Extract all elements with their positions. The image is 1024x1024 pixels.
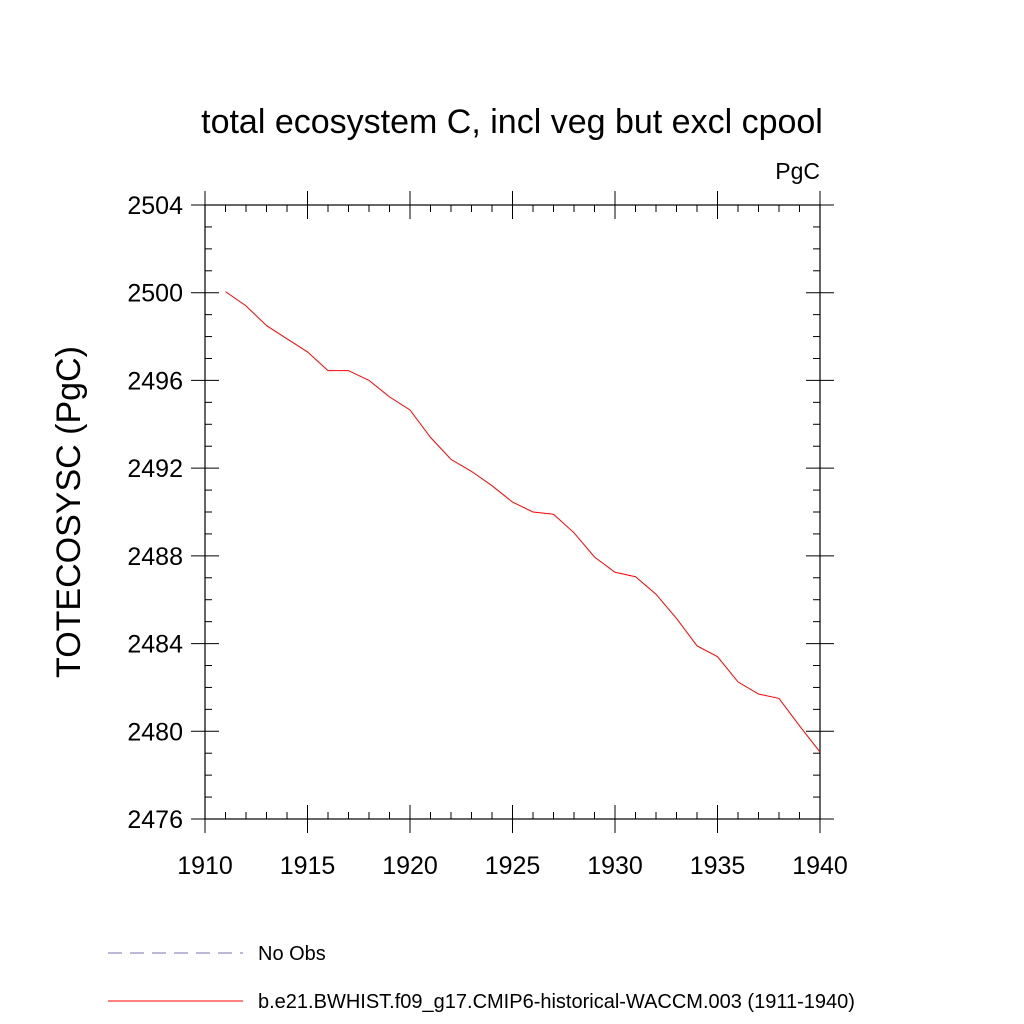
y-tick-label: 2504 (127, 192, 183, 220)
series-layer (225, 291, 821, 753)
y-tick-label: 2500 (127, 280, 183, 308)
x-tick-labels: 1910 1915 1920 1925 1930 1935 1940 (177, 852, 848, 880)
x-tick-label: 1925 (485, 852, 541, 880)
legend: No Obs b.e21.BWHIST.f09_g17.CMIP6-histor… (108, 943, 855, 1013)
y-tick-labels: 2476 2480 2484 2488 2492 2496 2500 2504 (127, 192, 183, 834)
y-tick-label: 2488 (127, 543, 183, 571)
series-line (225, 291, 821, 753)
x-tick-label: 1910 (177, 852, 233, 880)
y-tick-label: 2484 (127, 631, 183, 659)
x-tick-label: 1930 (587, 852, 643, 880)
axis-ticks (191, 191, 834, 833)
y-tick-label: 2480 (127, 718, 183, 746)
x-tick-label: 1915 (280, 852, 336, 880)
plot-frame (204, 204, 821, 820)
legend-label-no-obs: No Obs (258, 943, 326, 965)
y-tick-label: 2492 (127, 455, 183, 483)
y-axis-label: TOTECOSYSC (PgC) (50, 346, 88, 678)
x-tick-label: 1940 (792, 852, 848, 880)
chart-title: total ecosystem C, incl veg but excl cpo… (201, 103, 823, 141)
x-tick-label: 1920 (382, 852, 438, 880)
y-tick-label: 2496 (127, 367, 183, 395)
legend-label-model: b.e21.BWHIST.f09_g17.CMIP6-historical-WA… (258, 991, 855, 1013)
y-tick-label: 2476 (127, 806, 183, 834)
x-tick-label: 1935 (690, 852, 746, 880)
units-label: PgC (775, 158, 820, 184)
